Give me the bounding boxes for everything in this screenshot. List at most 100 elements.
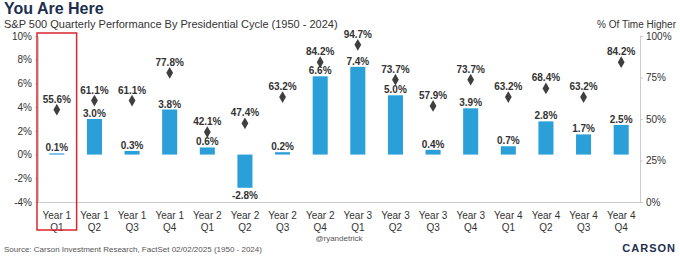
x-tick: Year 2Q4 [306,202,335,233]
y-tick-label: 0% [18,149,33,160]
x-tick-label-line: Year 4 [569,210,598,221]
bar-label: -2.8% [232,190,258,201]
marker-label: 73.7% [457,64,485,75]
x-tick-label-line: Q3 [577,222,591,233]
y2-tick-label: 0% [646,197,661,208]
x-tick-label: Year 3Q1 [344,210,373,233]
y2-tick-mark [640,36,643,37]
series [49,67,628,188]
x-tick-label-line: Q1 [502,222,516,233]
x-tick: Year 1Q2 [80,202,109,233]
bar-label: 0.3% [121,140,144,151]
x-tick: Year 1Q1 [43,202,72,233]
x-tick-label-line: Year 4 [494,210,523,221]
y-tick-label: 6% [18,78,33,89]
x-tick-label: Year 1Q2 [80,210,109,233]
y-axis: -4%-2%0%2%4%6%8%10% [12,31,39,208]
y2-tick: 25% [640,155,666,166]
x-tick-label-line: Year 1 [80,210,109,221]
highlight-box [37,33,77,230]
marker-label: 68.4% [532,72,560,83]
y-tick-label: 8% [18,54,33,65]
title: You Are Here [4,0,104,17]
marker [618,56,625,68]
marker-label: 77.8% [156,57,184,68]
x-tick-label: Year 3Q4 [456,210,485,233]
marker-label: 63.2% [569,81,597,92]
x-tick: Year 4Q4 [607,202,636,233]
x-tick-label-line: Q2 [539,222,553,233]
marker [467,74,474,86]
y2-tick: 50% [640,114,666,125]
bar [49,153,64,154]
bar [125,151,140,155]
bar [200,147,215,154]
x-tick: Year 1Q3 [118,202,147,233]
x-tick: Year 3Q1 [344,202,373,233]
x-tick-label: Year 3Q3 [419,210,448,233]
y-tick-label: 2% [18,126,33,137]
x-tick-label-line: Q2 [88,222,102,233]
marker-label: 47.4% [231,107,259,118]
bar-label: 7.4% [346,56,369,67]
y-tick: 4% [18,102,38,113]
x-tick-label-line: Year 1 [43,210,72,221]
x-tick-label-line: Year 2 [193,210,222,221]
marker [543,83,550,95]
plot-area [49,39,628,188]
x-tick-label: Year 2Q2 [231,210,260,233]
bar [313,76,328,154]
x-tick: Year 3Q3 [419,202,448,233]
y-tick: 2% [18,126,38,137]
x-tick: Year 3Q4 [456,202,485,233]
x-tick-label: Year 4Q3 [569,210,598,233]
y2-axis-title: % Of Time Higher [597,19,677,30]
x-tick-label-line: Year 4 [532,210,561,221]
x-tick: Year 3Q2 [381,202,410,233]
x-tick-label-line: Year 3 [419,210,448,221]
marker [279,91,286,103]
bar-label: 0.7% [497,135,520,146]
x-tick: Year 2Q2 [231,202,260,233]
y-tick-label: -4% [14,197,32,208]
axis-line [39,202,641,203]
bar [576,134,591,154]
credit: @ryandetrick [315,234,363,243]
marker-label: 63.2% [268,81,296,92]
bar-label: 1.7% [572,123,595,134]
x-tick-label-line: Year 1 [155,210,184,221]
x-tick-label-line: Q2 [238,222,252,233]
x-tick-label-line: Year 3 [456,210,485,221]
bar [538,121,553,154]
bar-label: 0.4% [422,139,445,150]
bar [162,110,177,155]
marker [166,67,173,79]
marker-label: 55.6% [43,94,71,105]
x-tick-label: Year 3Q2 [381,210,410,233]
x-tick-label-line: Q1 [351,222,365,233]
marker-label: 61.1% [80,85,108,96]
bar [388,95,403,154]
bar-label: 0.6% [196,136,219,147]
marker-label: 94.7% [344,29,372,40]
bar [87,119,102,155]
x-tick-label-line: Year 3 [381,210,410,221]
marker-label: 42.1% [193,116,221,127]
source: Source: Carson Investment Research, Fact… [4,245,262,254]
y-tick-label: 10% [12,31,32,42]
x-tick: Year 4Q1 [494,202,523,233]
x-tick-label-line: Q3 [276,222,290,233]
bar-label: 0.2% [271,141,294,152]
bar-label: 3.9% [459,97,482,108]
x-tick-label: Year 4Q1 [494,210,523,233]
y2-tick-label: 75% [646,72,666,83]
marker-label: 73.7% [381,64,409,75]
x-tick-label-line: Q1 [50,222,64,233]
marker-label: 63.2% [494,81,522,92]
bar-label: 6.6% [309,65,332,76]
marker [430,100,437,112]
bar [426,150,441,155]
y2-axis: 0%25%50%75%100% [640,31,672,208]
x-tick: Year 1Q4 [155,202,184,233]
x-tick-label: Year 1Q4 [155,210,184,233]
